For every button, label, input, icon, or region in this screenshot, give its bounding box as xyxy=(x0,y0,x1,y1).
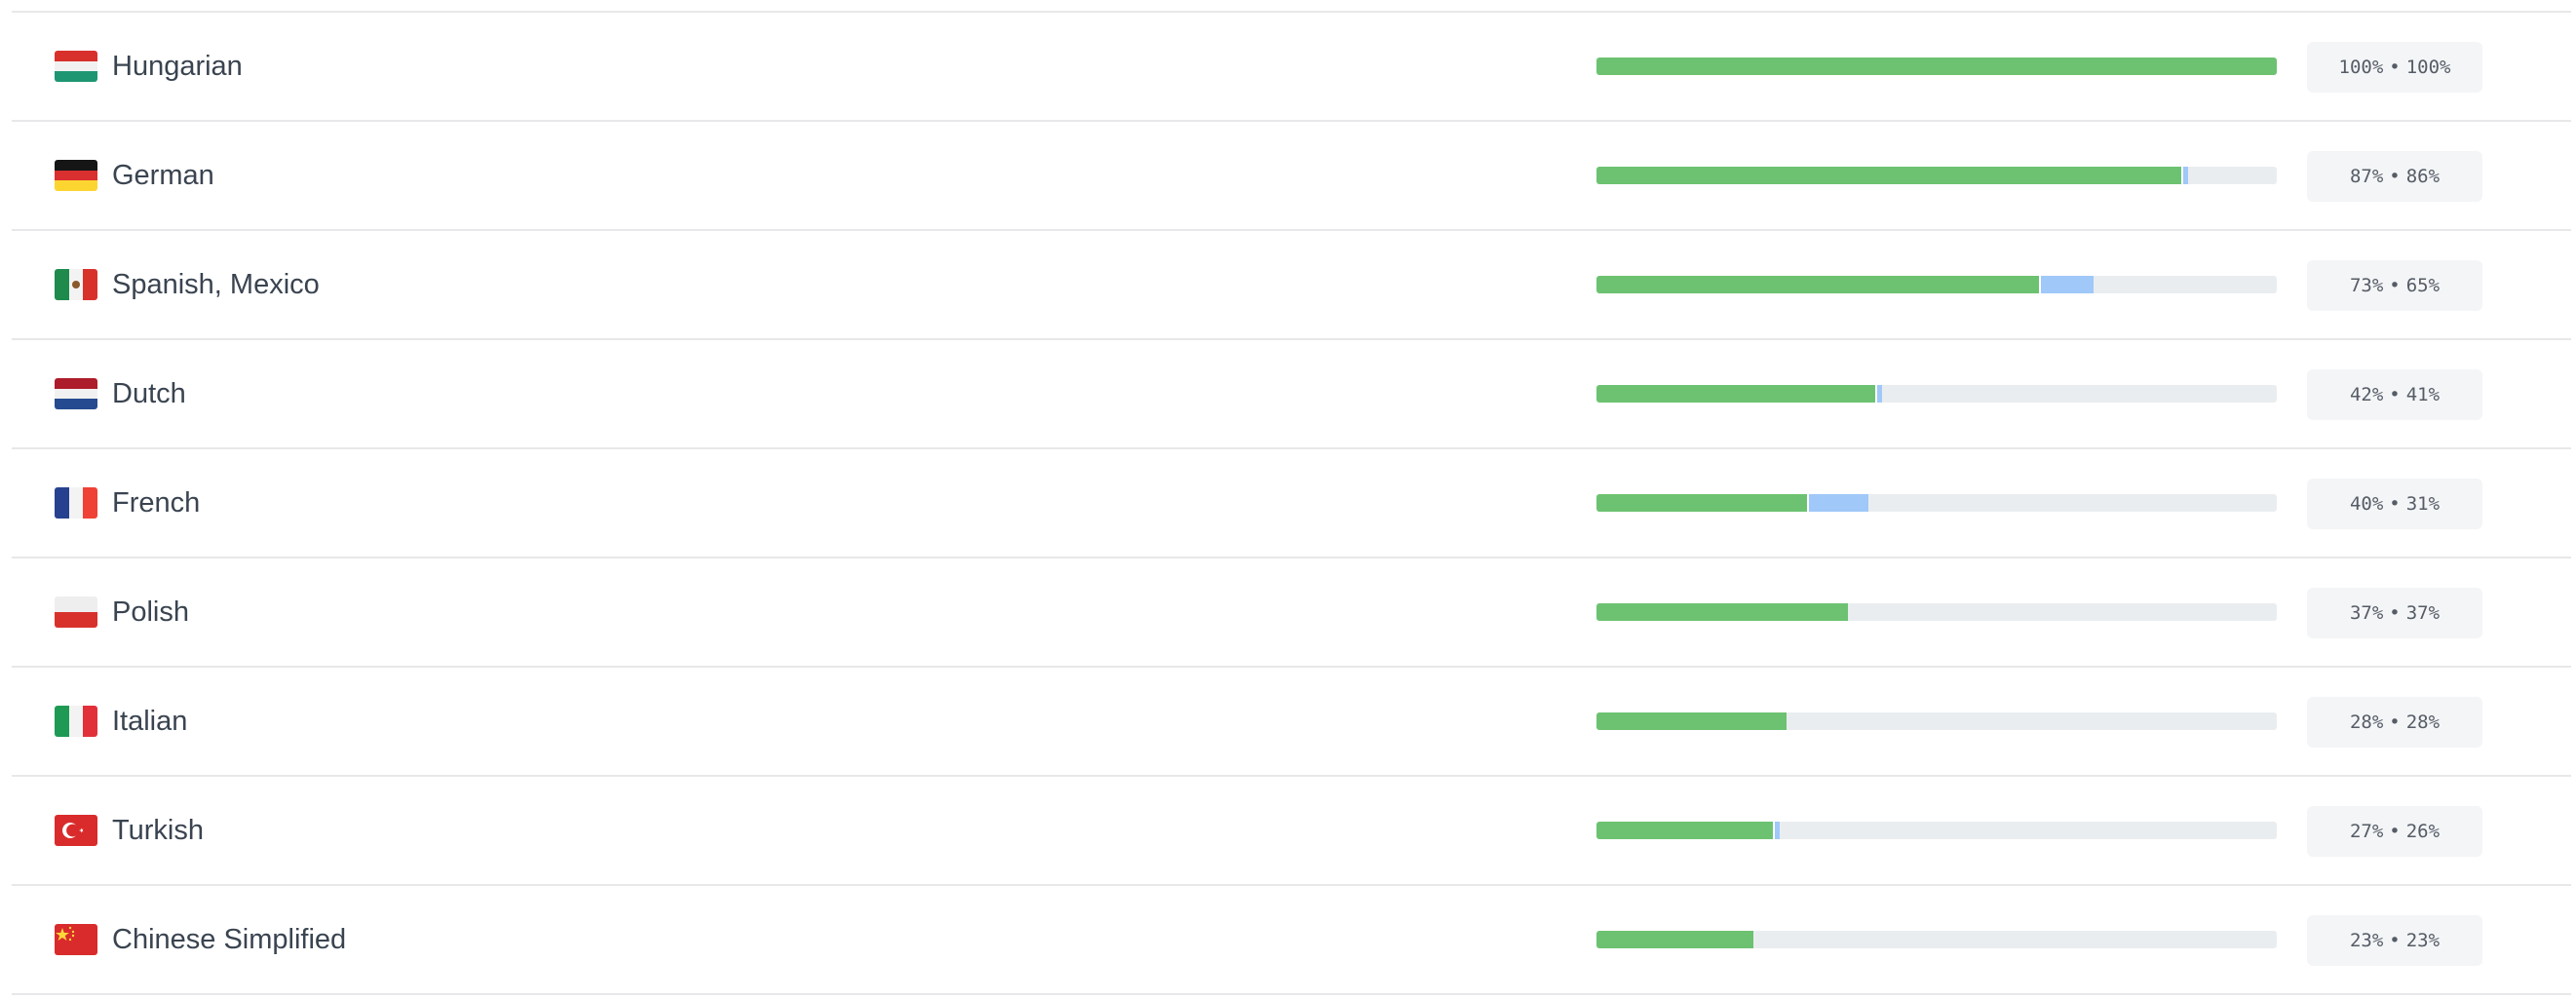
separator: • xyxy=(2389,275,2401,296)
separator: • xyxy=(2389,821,2401,842)
separator: • xyxy=(2389,493,2401,515)
approved-progress xyxy=(1596,712,1788,730)
separator: • xyxy=(2389,602,2401,624)
language-name[interactable]: Polish xyxy=(112,596,189,628)
progress-bar xyxy=(1596,276,2277,293)
flag-hu-icon xyxy=(55,51,97,82)
translated-percent: 23% xyxy=(2349,930,2384,951)
separator: • xyxy=(2389,166,2401,187)
flag-it-icon xyxy=(55,706,97,737)
translated-percent: 87% xyxy=(2349,166,2384,187)
language-row-cn[interactable]: Chinese Simplified 23% • 23% xyxy=(12,886,2571,995)
flag-mx-icon xyxy=(55,269,97,300)
approved-percent: 100% xyxy=(2405,57,2451,78)
language-row-de[interactable]: German 87% • 86% xyxy=(12,122,2571,231)
language-row-tr[interactable]: Turkish 27% • 26% xyxy=(12,777,2571,886)
approved-progress xyxy=(1596,603,1849,621)
translated-percent: 40% xyxy=(2349,493,2384,515)
approved-progress xyxy=(1596,385,1876,403)
language-name[interactable]: Chinese Simplified xyxy=(112,924,347,955)
translated-progress xyxy=(1807,494,1869,512)
progress-bar xyxy=(1596,712,2277,730)
translated-percent: 27% xyxy=(2349,821,2384,842)
separator: • xyxy=(2389,57,2401,78)
approved-percent: 23% xyxy=(2405,930,2441,951)
progress-bar xyxy=(1596,167,2277,184)
language-row-hu[interactable]: Hungarian 100% • 100% xyxy=(12,13,2571,122)
flag-de-icon xyxy=(55,160,97,191)
separator: • xyxy=(2389,930,2401,951)
progress-bar xyxy=(1596,58,2277,75)
approved-progress xyxy=(1596,58,2277,75)
approved-percent: 26% xyxy=(2405,821,2441,842)
approved-percent: 86% xyxy=(2405,166,2441,187)
progress-bar xyxy=(1596,603,2277,621)
progress-badge: 28% • 28% xyxy=(2307,697,2482,748)
approved-progress xyxy=(1596,822,1774,839)
language-name[interactable]: Hungarian xyxy=(112,51,243,82)
flag-tr-icon xyxy=(55,815,97,846)
flag-nl-icon xyxy=(55,378,97,409)
translated-progress xyxy=(2038,276,2094,293)
translated-progress xyxy=(2181,167,2189,184)
flag-cn-icon xyxy=(55,924,97,955)
progress-badge: 42% • 41% xyxy=(2307,369,2482,420)
progress-bar xyxy=(1596,494,2277,512)
approved-percent: 41% xyxy=(2405,384,2441,405)
progress-badge: 37% • 37% xyxy=(2307,588,2482,638)
translated-percent: 73% xyxy=(2349,275,2384,296)
progress-badge: 100% • 100% xyxy=(2307,42,2482,93)
language-row-fr[interactable]: French 40% • 31% xyxy=(12,449,2571,558)
approved-progress xyxy=(1596,276,2039,293)
language-row-mx[interactable]: Spanish, Mexico 73% • 65% xyxy=(12,231,2571,340)
separator: • xyxy=(2389,712,2401,733)
flag-fr-icon xyxy=(55,487,97,519)
language-row-pl[interactable]: Polish 37% • 37% xyxy=(12,558,2571,668)
progress-bar xyxy=(1596,822,2277,839)
approved-progress xyxy=(1596,931,1753,948)
translated-percent: 42% xyxy=(2349,384,2384,405)
translated-percent: 100% xyxy=(2338,57,2384,78)
language-name[interactable]: Italian xyxy=(112,706,188,737)
separator: • xyxy=(2389,384,2401,405)
translated-percent: 37% xyxy=(2349,602,2384,624)
approved-percent: 31% xyxy=(2405,493,2441,515)
progress-badge: 73% • 65% xyxy=(2307,260,2482,311)
translated-percent: 28% xyxy=(2349,712,2384,733)
approved-percent: 37% xyxy=(2405,602,2441,624)
translated-progress xyxy=(1773,822,1781,839)
progress-badge: 87% • 86% xyxy=(2307,151,2482,202)
language-name[interactable]: Turkish xyxy=(112,815,204,846)
approved-progress xyxy=(1596,494,1808,512)
language-name[interactable]: Dutch xyxy=(112,378,186,409)
translated-progress xyxy=(1875,385,1883,403)
progress-badge: 40% • 31% xyxy=(2307,479,2482,529)
approved-percent: 28% xyxy=(2405,712,2441,733)
language-row-it[interactable]: Italian 28% • 28% xyxy=(12,668,2571,777)
progress-bar xyxy=(1596,931,2277,948)
flag-pl-icon xyxy=(55,596,97,628)
approved-progress xyxy=(1596,167,2182,184)
language-name[interactable]: French xyxy=(112,487,201,519)
progress-bar xyxy=(1596,385,2277,403)
approved-percent: 65% xyxy=(2405,275,2441,296)
progress-badge: 23% • 23% xyxy=(2307,915,2482,966)
progress-badge: 27% • 26% xyxy=(2307,806,2482,857)
language-name[interactable]: German xyxy=(112,160,214,191)
language-name[interactable]: Spanish, Mexico xyxy=(112,269,320,300)
language-row-nl[interactable]: Dutch 42% • 41% xyxy=(12,340,2571,449)
language-progress-list: Hungarian 100% • 100% German 87% • 86% S… xyxy=(12,11,2571,995)
